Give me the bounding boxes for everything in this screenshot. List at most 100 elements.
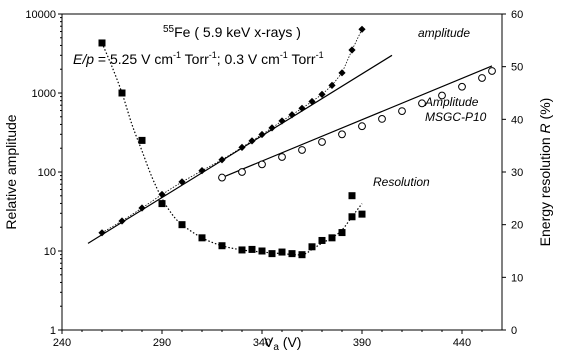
amplitude-point (268, 124, 276, 132)
ep-label: E/p (73, 51, 94, 67)
resolution-point (98, 39, 106, 47)
x-axis-title: Va (V) (264, 334, 301, 353)
resolution-point (348, 192, 356, 200)
resolution-point (138, 136, 146, 144)
x-axis-title-sub: a (273, 342, 279, 353)
fit-line-amplitude (87, 54, 393, 244)
resolution-point (258, 247, 266, 255)
y-axis-right-title-text: Energy resolution (537, 133, 553, 246)
x-tick-label: 440 (453, 337, 471, 349)
resolution-point (248, 245, 256, 253)
resolution-point (328, 234, 336, 242)
msgc-point (258, 160, 266, 169)
y-left-tick-label: 10000 (25, 9, 56, 21)
resolution-fit-curve (101, 42, 363, 256)
resolution-point (348, 213, 356, 221)
y-right-tick-label: 40 (511, 114, 523, 126)
ep-sup-2: -1 (209, 50, 217, 60)
resolution-point (178, 221, 186, 229)
y-right-tick-label: 60 (511, 9, 523, 21)
y-left-tick-label: 1 (50, 325, 56, 337)
resolution-point (308, 243, 316, 251)
resolution-point (198, 234, 206, 242)
resolution-point (358, 210, 366, 218)
amplitude-point (278, 117, 286, 125)
amplitude-point (318, 90, 326, 99)
y-left-tick-label: 10 (44, 246, 56, 258)
amplitude-point (338, 69, 346, 77)
x-axis-title-rest: (V) (279, 334, 302, 350)
msgc-point (358, 122, 366, 131)
msgc-point (298, 146, 306, 154)
amplitude-point (308, 97, 316, 106)
resolution-point (278, 248, 286, 256)
msgc-point (488, 67, 496, 75)
y-axis-right-title: Energy resolution R (%) (537, 98, 553, 247)
y-axis-right-title-italic: R (537, 123, 553, 133)
y-left-tick-label: 1000 (32, 88, 56, 100)
y-axis-right-title-rest: (%) (537, 98, 553, 124)
ep-sup-4: -1 (316, 50, 324, 60)
y-right-tick-label: 0 (511, 325, 517, 337)
tick-labels: 240 290 340 390 440 1 10 100 1000 10000 0 10 20 30 40 5… (25, 9, 523, 349)
amplitude-point (118, 217, 126, 225)
x-tick-label: 290 (153, 337, 171, 349)
amplitude-point (158, 190, 166, 199)
x-tick-label: 340 (253, 337, 271, 349)
annotation-ep: E/p = 5.25 V cm-1 Torr-1; 0.3 V cm-1 Tor… (73, 50, 324, 67)
resolution-point (118, 89, 126, 97)
amplitude-point (218, 156, 226, 164)
resolution-point (318, 236, 326, 244)
msgc-point (278, 153, 286, 161)
msgc-point (218, 173, 226, 182)
amplitude-point (178, 178, 186, 186)
resolution-point (298, 251, 306, 259)
x-tick-label: 390 (353, 337, 371, 349)
ep-sup-3: -1 (280, 50, 288, 60)
x-tick-label: 240 (53, 337, 71, 349)
msgc-point (318, 138, 326, 146)
axis-ticks (58, 13, 506, 334)
resolution-point (238, 246, 246, 254)
msgc-point (478, 74, 486, 82)
y-axis-left-title: Relative amplitude (3, 114, 19, 229)
ep-text-2: Torr (181, 51, 209, 67)
y-right-tick-label: 30 (511, 167, 523, 179)
label-msgc-line1: Amplitude (424, 95, 479, 109)
amplitude-point (348, 46, 356, 54)
x-axis-title-main: V (264, 334, 274, 350)
y-right-tick-label: 10 (511, 272, 523, 284)
resolution-point (288, 250, 296, 258)
resolution-point (338, 229, 346, 237)
ep-sup-1: -1 (173, 50, 181, 60)
fit-lines (87, 54, 493, 244)
amplitude-point (328, 81, 336, 89)
label-msgc-line2: MSGC-P10 (425, 110, 487, 124)
amplitude-point (288, 111, 296, 119)
msgc-point (418, 99, 426, 108)
msgc-point (398, 107, 406, 116)
fit-line-msgc (221, 65, 493, 179)
y-right-tick-label: 50 (511, 62, 523, 74)
amplitude-point (198, 167, 206, 175)
resolution-point (268, 250, 276, 258)
msgc-point (458, 82, 466, 91)
msgc-point (438, 91, 446, 100)
y-right-tick-label: 20 (511, 220, 523, 232)
amplitude-point (358, 25, 366, 33)
annotation-source-text: Fe ( 5.9 keV x-rays ) (174, 24, 301, 40)
y-left-tick-label: 100 (38, 167, 56, 179)
ep-text-3: ; 0.3 V cm (217, 51, 280, 67)
amplitude-point (258, 130, 266, 139)
ep-text-4: Torr (288, 51, 316, 67)
label-resolution: Resolution (373, 175, 430, 189)
annotation-source-sup: 55 (163, 24, 175, 35)
amplitude-point (238, 143, 246, 151)
markers (98, 25, 496, 259)
resolution-point (218, 242, 226, 250)
msgc-point (338, 130, 346, 139)
amplitude-point (138, 204, 146, 212)
amplitude-point (248, 137, 256, 145)
amplitude-point (98, 229, 106, 237)
